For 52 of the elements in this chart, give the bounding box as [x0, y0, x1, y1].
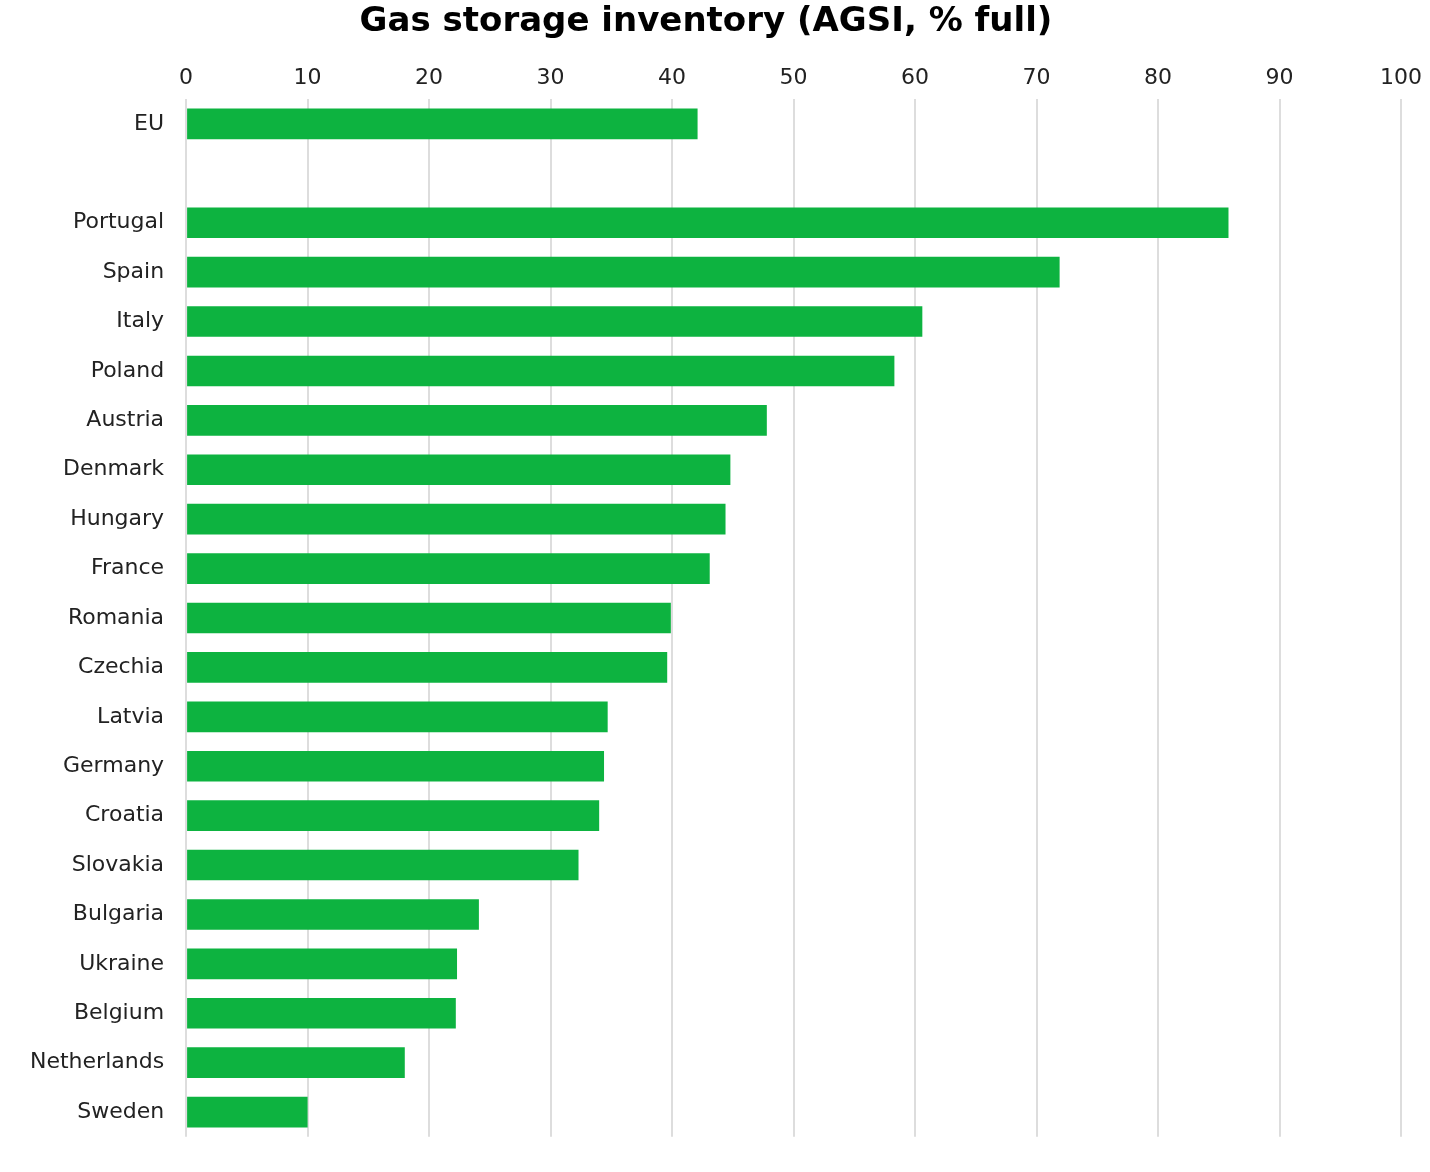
y-tick-label: Ukraine — [79, 949, 165, 975]
bar — [187, 849, 579, 881]
y-tick-label: Romania — [67, 603, 165, 629]
chart-title: Gas storage inventory (AGSI, % full) — [359, 0, 1053, 40]
y-tick-label: Spain — [102, 257, 165, 283]
y-tick-label: Italy — [116, 307, 165, 333]
bar — [187, 997, 456, 1029]
x-tick-label: 50 — [779, 63, 808, 89]
x-tick-label: 90 — [1265, 63, 1294, 89]
x-tick-label: 80 — [1144, 63, 1173, 89]
y-tick-label: Belgium — [73, 998, 165, 1024]
bar — [187, 800, 600, 831]
y-tick-label: Slovakia — [71, 850, 165, 876]
bar — [187, 503, 726, 535]
y-tick-label: Czechia — [78, 653, 165, 679]
y-tick-label: Bulgaria — [72, 900, 165, 926]
bar — [187, 1047, 405, 1078]
y-tick-label: Sweden — [77, 1097, 165, 1123]
x-tick-label: 0 — [179, 63, 194, 89]
bar — [187, 899, 479, 930]
bar — [187, 652, 668, 683]
y-tick-label: Denmark — [62, 455, 165, 481]
x-tick-label: 10 — [293, 63, 322, 89]
bar — [187, 1096, 308, 1128]
bar — [187, 355, 895, 387]
y-tick-label: Portugal — [72, 208, 165, 234]
x-tick-label: 40 — [658, 63, 687, 89]
y-tick-label: Austria — [86, 406, 165, 432]
x-tick-label: 100 — [1380, 63, 1422, 89]
bar — [187, 553, 710, 584]
bar — [187, 306, 923, 337]
bar — [187, 602, 671, 634]
y-tick-label: Hungary — [70, 504, 165, 530]
x-tick-label: 30 — [536, 63, 565, 89]
bar — [187, 750, 605, 782]
y-tick-label: EU — [134, 109, 165, 135]
bar — [187, 207, 1229, 239]
x-tick-label: 70 — [1022, 63, 1051, 89]
y-tick-label: Croatia — [85, 801, 165, 827]
bar — [187, 405, 767, 436]
y-tick-label: Netherlands — [30, 1048, 165, 1074]
x-tick-label: 60 — [901, 63, 930, 89]
bar — [187, 701, 608, 733]
bar — [187, 108, 698, 140]
y-tick-label: Germany — [62, 751, 165, 777]
bar — [187, 454, 731, 486]
y-tick-label: Latvia — [97, 702, 165, 728]
x-tick-label: 20 — [415, 63, 444, 89]
y-tick-label: Poland — [90, 356, 165, 382]
bar — [187, 256, 1060, 288]
y-tick-label: France — [90, 554, 165, 580]
bar — [187, 948, 458, 980]
